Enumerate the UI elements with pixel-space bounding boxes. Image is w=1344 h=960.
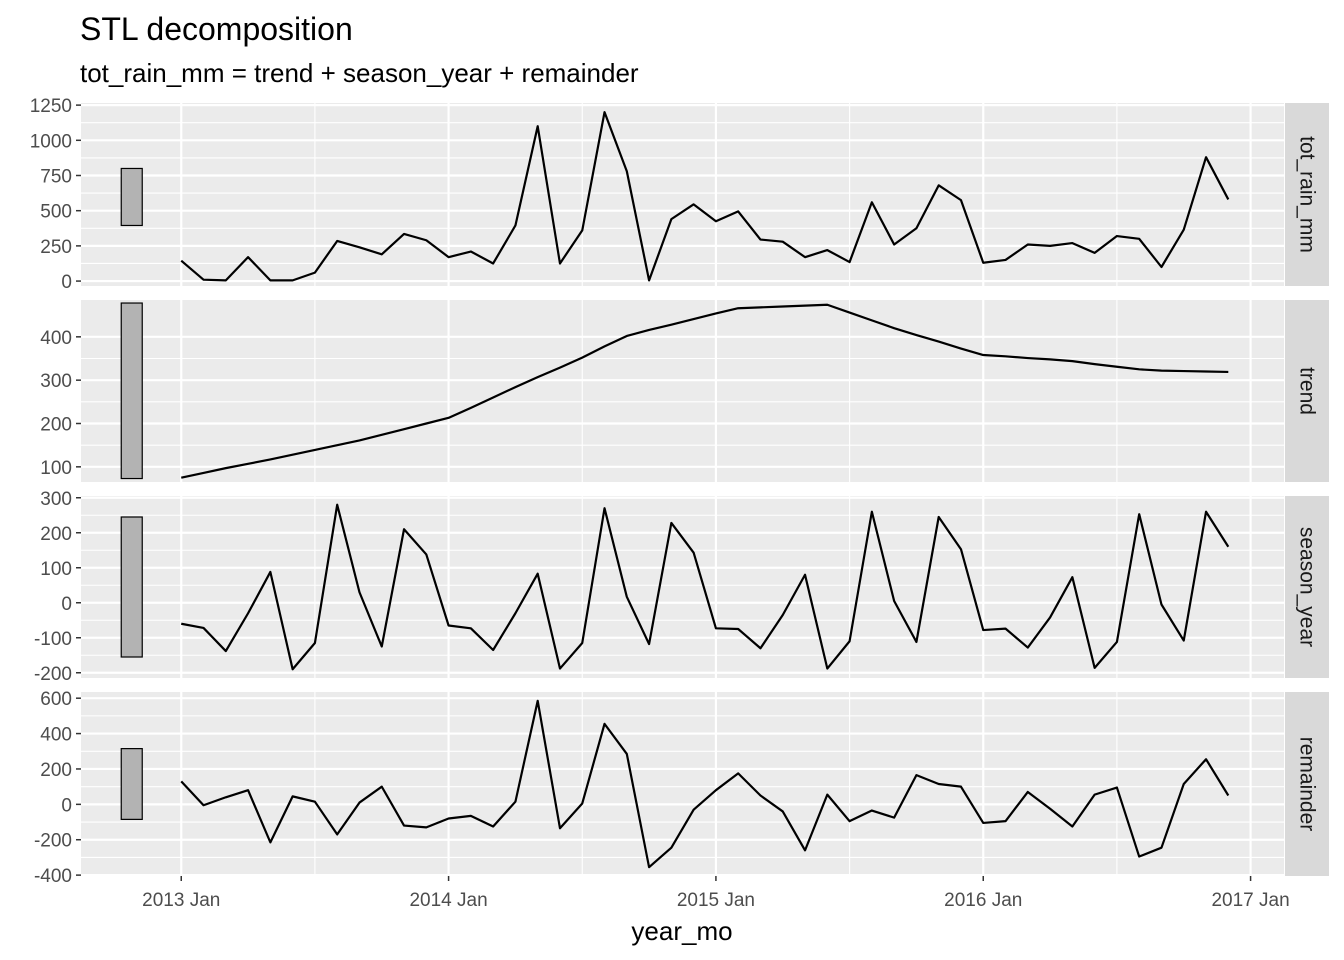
scale-bar bbox=[120, 167, 143, 227]
y-tick-label: 100 bbox=[40, 458, 72, 479]
y-tick-label: 0 bbox=[61, 272, 72, 293]
y-tick-label: 600 bbox=[40, 689, 72, 710]
y-tick-label: -200 bbox=[34, 664, 72, 685]
facet-strip-label: remainder bbox=[1296, 737, 1319, 832]
x-tick-label: 2016 Jan bbox=[944, 890, 1022, 911]
y-tick-label: 400 bbox=[40, 725, 72, 746]
y-tick-label: 200 bbox=[40, 760, 72, 781]
y-tick-label: 250 bbox=[40, 237, 72, 258]
facet-strip-label: tot_rain_mm bbox=[1296, 136, 1319, 253]
y-tick-label: 1000 bbox=[30, 131, 72, 152]
panel-background bbox=[81, 692, 1284, 876]
y-tick-label: -200 bbox=[34, 831, 72, 852]
series-line-remainder bbox=[180, 699, 1230, 869]
chart-title: STL decomposition bbox=[80, 11, 353, 47]
x-tick-label: 2014 Jan bbox=[409, 890, 487, 911]
series-line-trend bbox=[181, 303, 1229, 479]
series-line-tot_rain_mm bbox=[180, 111, 1230, 282]
facet-strip-label: trend bbox=[1296, 367, 1319, 415]
y-tick-label: 300 bbox=[40, 489, 72, 510]
y-tick-label: 100 bbox=[40, 559, 72, 580]
y-tick-label: 750 bbox=[40, 166, 72, 187]
y-tick-label: 0 bbox=[61, 795, 72, 816]
y-tick-label: 200 bbox=[40, 524, 72, 545]
y-tick-label: 400 bbox=[40, 328, 72, 349]
panel-background bbox=[81, 300, 1284, 482]
series-line-season_year bbox=[181, 503, 1230, 671]
x-tick-label: 2013 Jan bbox=[142, 890, 220, 911]
panel-remainder: -400 -200 0 200 400 600 remainder bbox=[34, 689, 1329, 887]
panel-background bbox=[81, 496, 1284, 678]
panel-background bbox=[81, 103, 1284, 286]
scale-bar bbox=[120, 748, 143, 820]
facet-strip bbox=[1285, 103, 1329, 286]
panel-trend: 100 200 300 400 trend bbox=[40, 300, 1329, 482]
chart-subtitle: tot_rain_mm = trend + season_year + rema… bbox=[80, 58, 639, 88]
panel-season_year: -200 -100 0 100 200 300 season_year bbox=[34, 489, 1329, 685]
facet-strip bbox=[1285, 496, 1329, 678]
y-tick-label: 0 bbox=[61, 594, 72, 615]
y-tick-label: 200 bbox=[40, 415, 72, 436]
y-tick-label: 500 bbox=[40, 202, 72, 223]
y-tick-label: -100 bbox=[34, 629, 72, 650]
scale-bar bbox=[120, 302, 143, 480]
y-tick-label: 300 bbox=[40, 371, 72, 392]
facet-strip-label: season_year bbox=[1296, 527, 1319, 647]
y-tick-label: 1250 bbox=[30, 96, 72, 117]
x-axis-title: year_mo bbox=[631, 916, 732, 946]
x-tick-label: 2015 Jan bbox=[677, 890, 755, 911]
y-tick-label: -400 bbox=[34, 866, 72, 887]
scale-bar bbox=[120, 516, 143, 658]
panel-tot_rain_mm: 0 250 500 750 1000 1250 tot_rain_mm bbox=[30, 96, 1329, 293]
panels: 025050075010001250tot_rain_mm10020030040… bbox=[30, 96, 1329, 887]
x-axis: 2013 Jan 2014 Jan 2015 Jan 2016 Jan 2017 Jan bbox=[142, 876, 1290, 911]
facet-strip bbox=[1285, 692, 1329, 876]
facet-strip bbox=[1285, 300, 1329, 482]
x-tick-label: 2017 Jan bbox=[1211, 890, 1289, 911]
